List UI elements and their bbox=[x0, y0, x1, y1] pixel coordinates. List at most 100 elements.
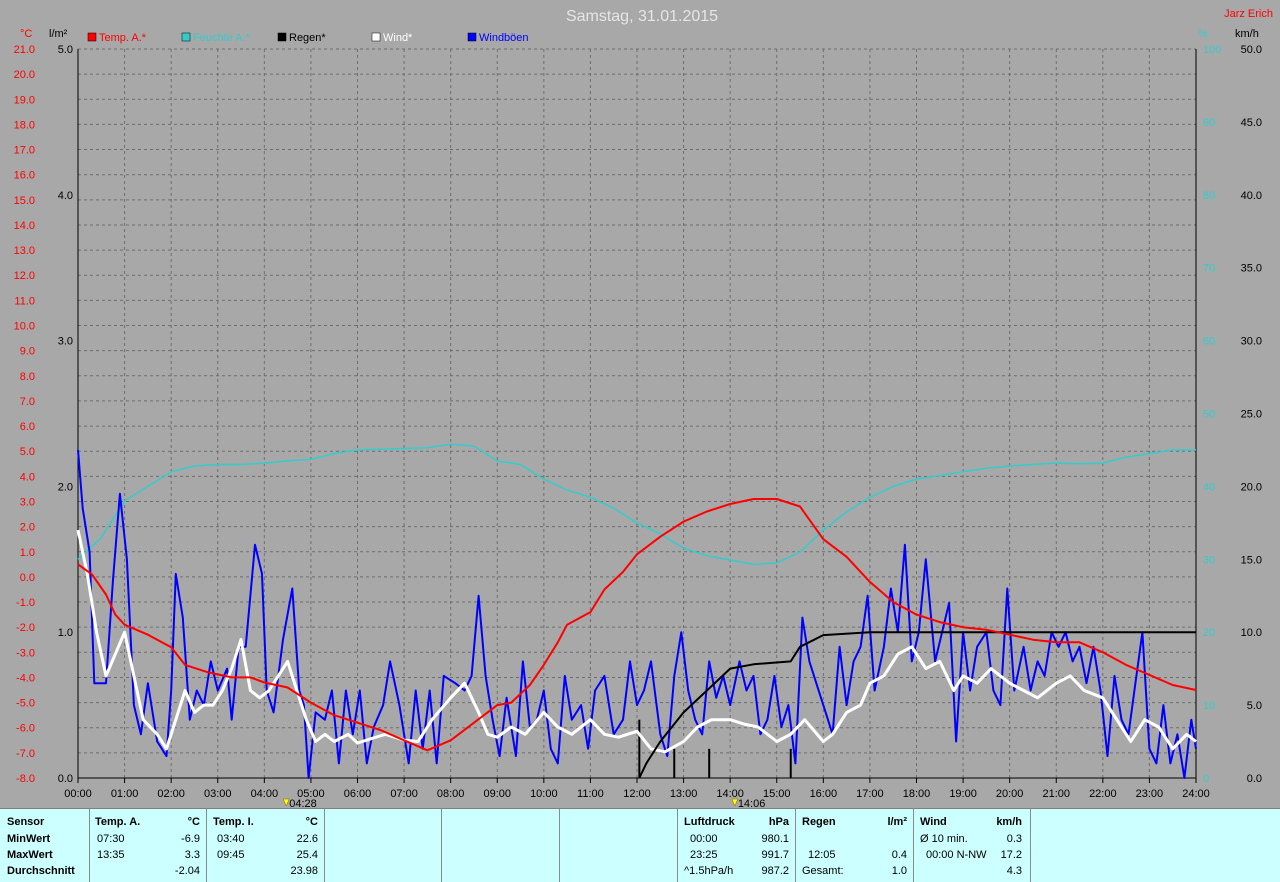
temp-tick-label: 11.0 bbox=[14, 295, 35, 307]
pressure-max-value: 991.7 bbox=[761, 849, 789, 861]
humidity-tick-label: 90 bbox=[1203, 117, 1215, 129]
temp-tick-label: 7.0 bbox=[20, 396, 35, 408]
x-tick-label: 18:00 bbox=[903, 788, 931, 800]
temp-tick-label: 5.0 bbox=[20, 446, 35, 458]
weather-chart: 21.0 20.0 19.0 18.0 17.0 16.0 15.0 14.0 13.0 12.0… bbox=[14, 8, 1273, 808]
temp-tick-label: 18.0 bbox=[14, 119, 35, 131]
pressure-avg-value: 987.2 bbox=[761, 865, 789, 877]
pressure-unit: hPa bbox=[768, 816, 789, 828]
wind-column: Wind km/h Ø 10 min. 0.3 00:00 N-NW 17.2 … bbox=[914, 809, 1031, 882]
x-tick-label: 15:00 bbox=[763, 788, 791, 800]
temp-tick-label: -6.0 bbox=[16, 723, 35, 735]
legend-swatch bbox=[87, 32, 97, 42]
wind-unit-label: km/h bbox=[1235, 28, 1259, 40]
pressure-min-value: 980.1 bbox=[761, 833, 789, 845]
temp-i-min-time: 03:40 bbox=[217, 833, 245, 845]
humidity-tick-label: 100 bbox=[1203, 44, 1221, 56]
temp-tick-label: 15.0 bbox=[14, 195, 35, 207]
series-line-regen bbox=[638, 631, 1196, 779]
temp-a-max-value: 3.3 bbox=[184, 849, 200, 861]
temp-tick-label: 13.0 bbox=[14, 245, 35, 257]
legend-label: Wind* bbox=[383, 32, 413, 44]
humidity-unit-label: % bbox=[1198, 28, 1208, 40]
x-tick-label: 04:00 bbox=[251, 788, 279, 800]
temp-tick-label: 17.0 bbox=[14, 145, 35, 157]
series-line-wind bbox=[76, 529, 1197, 754]
legend-label: Temp. A.* bbox=[99, 32, 147, 44]
chart-title: Samstag, 31.01.2015 bbox=[566, 8, 718, 25]
rain-tick-label: 4.0 bbox=[58, 190, 73, 202]
series-line-windben bbox=[77, 449, 1197, 779]
x-tick-label: 10:00 bbox=[530, 788, 558, 800]
x-tick-label: 00:00 bbox=[64, 788, 92, 800]
wind-avg10-label: Ø 10 min. bbox=[920, 833, 968, 845]
wind-tick-label: 5.0 bbox=[1247, 700, 1262, 712]
temp-i-max-value: 25.4 bbox=[296, 849, 318, 861]
legend-label: Regen* bbox=[289, 32, 326, 44]
x-tick-label: 20:00 bbox=[996, 788, 1024, 800]
temp-a-min-value: -6.9 bbox=[181, 833, 200, 845]
wind-max-value: 17.2 bbox=[1000, 849, 1022, 861]
empty-column-3 bbox=[560, 809, 678, 882]
row-label-max: MaxWert bbox=[7, 849, 53, 861]
temp-tick-label: -1.0 bbox=[16, 597, 35, 609]
rain-total-value: 1.0 bbox=[891, 865, 907, 877]
wind-tick-label: 0.0 bbox=[1247, 773, 1262, 785]
x-tick-label: 19:00 bbox=[949, 788, 977, 800]
legend-swatch bbox=[371, 32, 381, 42]
temp-tick-label: -3.0 bbox=[16, 647, 35, 659]
legend-swatch bbox=[277, 32, 287, 42]
pressure-column: Luftdruck hPa 00:00 980.1 23:25 991.7 ^1… bbox=[678, 809, 796, 882]
temp-a-avg-value: -2.04 bbox=[174, 865, 200, 877]
temp-tick-label: 21.0 bbox=[14, 44, 35, 56]
wind-avg10-value: 0.3 bbox=[1006, 833, 1022, 845]
temp-tick-label: 2.0 bbox=[20, 522, 35, 534]
temp-unit-label: °C bbox=[20, 28, 32, 40]
wind-tick-label: 40.0 bbox=[1241, 190, 1262, 202]
humidity-tick-label: 20 bbox=[1203, 627, 1215, 639]
temp-tick-label: 4.0 bbox=[20, 471, 35, 483]
temp-tick-label: -7.0 bbox=[16, 748, 35, 760]
x-tick-label: 23:00 bbox=[1136, 788, 1164, 800]
x-tick-label: 21:00 bbox=[1042, 788, 1070, 800]
humidity-tick-label: 40 bbox=[1203, 481, 1215, 493]
temp-tick-label: 6.0 bbox=[20, 421, 35, 433]
humidity-tick-label: 80 bbox=[1203, 190, 1215, 202]
temp-tick-label: 14.0 bbox=[14, 220, 35, 232]
wind-tick-label: 45.0 bbox=[1241, 117, 1262, 129]
x-tick-label: 22:00 bbox=[1089, 788, 1117, 800]
temp-tick-label: -5.0 bbox=[16, 698, 35, 710]
pressure-min-time: 00:00 bbox=[690, 833, 718, 845]
temp-tick-label: 0.0 bbox=[20, 572, 35, 584]
temp-i-avg-value: 23.98 bbox=[290, 865, 318, 877]
wind-avg-value: 4.3 bbox=[1006, 865, 1022, 877]
temp-i-min-value: 22.6 bbox=[296, 833, 318, 845]
author-label: Jarz Erich bbox=[1224, 8, 1273, 20]
rain-tick-label: 5.0 bbox=[58, 44, 73, 56]
rain-max-value: 0.4 bbox=[891, 849, 907, 861]
temp-tick-label: 20.0 bbox=[14, 69, 35, 81]
wind-max-label: 00:00 N-NW bbox=[926, 849, 987, 861]
sensor-column: Sensor MinWert MaxWert Durchschnitt bbox=[0, 809, 90, 882]
sun-marker-icon bbox=[731, 798, 739, 807]
wind-tick-label: 10.0 bbox=[1241, 627, 1262, 639]
wind-unit: km/h bbox=[996, 816, 1022, 828]
pressure-trend: ^1.5hPa/h bbox=[684, 865, 734, 877]
temp-tick-label: 1.0 bbox=[20, 547, 35, 559]
rain-title: Regen bbox=[802, 816, 836, 828]
legend-swatch bbox=[181, 32, 191, 42]
temp-a-max-time: 13:35 bbox=[97, 849, 125, 861]
temp-tick-label: 9.0 bbox=[20, 346, 35, 358]
wind-tick-label: 15.0 bbox=[1241, 554, 1262, 566]
humidity-tick-label: 10 bbox=[1203, 700, 1215, 712]
humidity-tick-label: 0 bbox=[1203, 773, 1209, 785]
humidity-tick-label: 50 bbox=[1203, 409, 1215, 421]
sun-marker-icon bbox=[282, 798, 290, 807]
series-line-feuchtea bbox=[77, 443, 1196, 566]
legend-label: Feuchte A.* bbox=[193, 32, 251, 44]
temp-tick-label: 10.0 bbox=[14, 321, 35, 333]
temp-i-column: Temp. I. °C 03:40 22.6 09:45 25.4 23.98 bbox=[207, 809, 325, 882]
wind-title: Wind bbox=[920, 816, 947, 828]
empty-column-1 bbox=[325, 809, 442, 882]
rain-tick-label: 3.0 bbox=[58, 336, 73, 348]
